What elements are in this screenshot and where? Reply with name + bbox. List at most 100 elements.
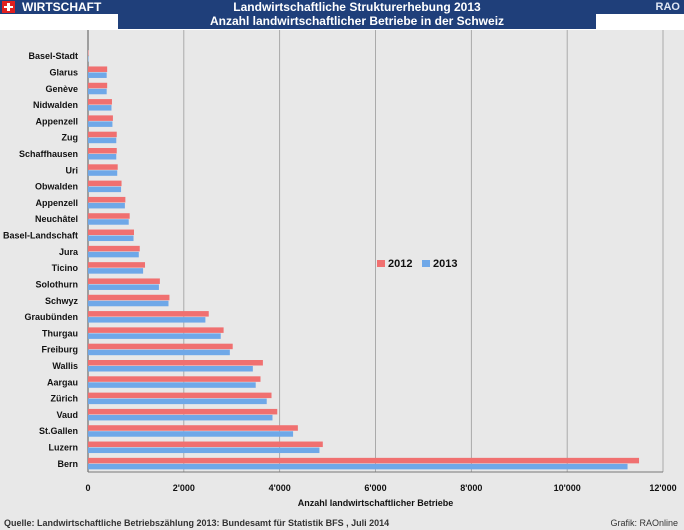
chart-title: Anzahl landwirtschaftlicher Betriebe in …: [209, 14, 505, 28]
x-tick-label: 8'000: [460, 483, 482, 493]
bar-2012[interactable]: [88, 278, 160, 284]
bar-2013[interactable]: [88, 121, 113, 127]
bar-2012[interactable]: [88, 115, 113, 121]
bar-2013[interactable]: [88, 398, 267, 405]
bar-2012[interactable]: [88, 425, 298, 431]
bar-2012[interactable]: [88, 408, 278, 415]
bars: [88, 50, 640, 470]
bar-2013[interactable]: [88, 170, 118, 176]
bar-2013[interactable]: [88, 72, 107, 78]
bar-2013[interactable]: [88, 284, 159, 290]
category-label: Thurgau: [42, 328, 78, 338]
category-label: Schaffhausen: [19, 149, 78, 159]
x-tick-label: 12'000: [649, 483, 676, 493]
bar-2012[interactable]: [88, 441, 323, 448]
bar-2012[interactable]: [88, 392, 272, 399]
category-label: Genève: [45, 84, 78, 94]
x-tick-label: 10'000: [554, 483, 581, 493]
bar-2013[interactable]: [88, 382, 256, 388]
footer-bar: Quelle: Landwirtschaftliche Betriebszähl…: [0, 515, 684, 530]
bar-2012[interactable]: [88, 131, 117, 138]
bar-2012[interactable]: [88, 196, 126, 203]
subtitle-bar: Anzahl landwirtschaftlicher Betriebe in …: [118, 14, 596, 29]
category-label: Zug: [62, 133, 79, 143]
x-tick-labels: 0 2'000 4'000 6'000 8'000 10'000 12'000: [85, 483, 676, 493]
bar-2012[interactable]: [88, 148, 117, 154]
bar-2012[interactable]: [88, 376, 261, 382]
bar-2013[interactable]: [88, 137, 117, 144]
x-tick-label: 0: [85, 483, 90, 493]
bar-2013[interactable]: [88, 317, 206, 323]
legend-swatch-2013: [422, 260, 430, 267]
x-tick-label: 6'000: [364, 483, 386, 493]
category-label: Glarus: [49, 67, 78, 77]
bar-2013[interactable]: [88, 349, 230, 356]
category-label: Zürich: [50, 394, 78, 404]
category-label: Ticino: [52, 263, 79, 273]
category-label: Nidwalden: [33, 100, 78, 110]
category-label: Uri: [65, 165, 78, 175]
category-label: Wallis: [52, 361, 78, 371]
bar-2013[interactable]: [88, 333, 221, 339]
bar-2012[interactable]: [88, 457, 640, 464]
bar-2012[interactable]: [88, 294, 170, 301]
bar-2012[interactable]: [88, 213, 130, 219]
bar-2013[interactable]: [88, 88, 107, 95]
bar-2012[interactable]: [88, 343, 233, 350]
bar-2013[interactable]: [88, 105, 112, 111]
grid-lines: [87, 30, 664, 473]
category-label: Appenzell: [35, 198, 78, 208]
legend: 2012 2013: [377, 258, 457, 270]
bar-2013[interactable]: [88, 235, 134, 242]
bar-2013[interactable]: [88, 414, 273, 421]
bar-2013[interactable]: [88, 251, 139, 258]
category-label: Jura: [59, 247, 79, 257]
page-title: Landwirtschaftliche Strukturerhebung 201…: [233, 0, 481, 14]
bar-2012[interactable]: [88, 245, 140, 252]
category-label: Schwyz: [45, 296, 79, 306]
category-label: Appenzell: [35, 116, 78, 126]
bar-2012[interactable]: [88, 262, 146, 268]
bar-2012[interactable]: [88, 66, 108, 72]
bar-2012[interactable]: [88, 180, 122, 187]
section-label[interactable]: WIRTSCHAFT: [22, 0, 102, 14]
legend-label-2013: 2013: [433, 258, 457, 270]
bar-2013[interactable]: [88, 431, 294, 437]
legend-swatch-2012: [377, 260, 385, 267]
bar-2013[interactable]: [88, 219, 129, 225]
category-label: Obwalden: [35, 182, 78, 192]
category-label: Bern: [57, 459, 78, 469]
bar-2012[interactable]: [88, 99, 112, 105]
bar-2012[interactable]: [88, 164, 118, 170]
category-label: Graubünden: [25, 312, 79, 322]
category-label: Vaud: [56, 410, 78, 420]
category-labels: Basel-Stadt Glarus Genève Nidwalden Appenzel…: [3, 51, 79, 469]
bar-2012[interactable]: [88, 360, 263, 366]
header-bar: WIRTSCHAFT Landwirtschaftliche Strukture…: [0, 0, 684, 14]
bar-2012[interactable]: [88, 229, 134, 236]
category-label: Neuchâtel: [35, 214, 78, 224]
bar-2013[interactable]: [88, 463, 628, 470]
bar-2012[interactable]: [88, 327, 224, 333]
category-label: Basel-Landschaft: [3, 231, 78, 241]
category-label: Freiburg: [41, 345, 78, 355]
category-label: St.Gallen: [39, 426, 78, 436]
legend-label-2012: 2012: [388, 258, 412, 270]
source-note: Quelle: Landwirtschaftliche Betriebszähl…: [4, 518, 390, 528]
category-label: Basel-Stadt: [28, 51, 78, 61]
bar-2013[interactable]: [88, 186, 122, 193]
bar-2012[interactable]: [88, 82, 108, 89]
bar-2013[interactable]: [88, 268, 144, 274]
bar-2013[interactable]: [88, 447, 320, 454]
bar-2012[interactable]: [88, 311, 209, 317]
bar-2013[interactable]: [88, 366, 253, 372]
bar-2013[interactable]: [88, 202, 125, 209]
category-label: Aargau: [47, 377, 78, 387]
x-tick-label: 4'000: [269, 483, 291, 493]
bar-chart: Basel-Stadt Glarus Genève Nidwalden Appenzel…: [3, 30, 677, 508]
x-axis-label: Anzahl landwirtschaftlicher Betriebe: [298, 498, 454, 508]
bar-2013[interactable]: [88, 154, 117, 160]
brand-logo[interactable]: RAO: [655, 1, 680, 13]
bar-2013[interactable]: [88, 300, 169, 307]
category-label: Solothurn: [36, 279, 79, 289]
